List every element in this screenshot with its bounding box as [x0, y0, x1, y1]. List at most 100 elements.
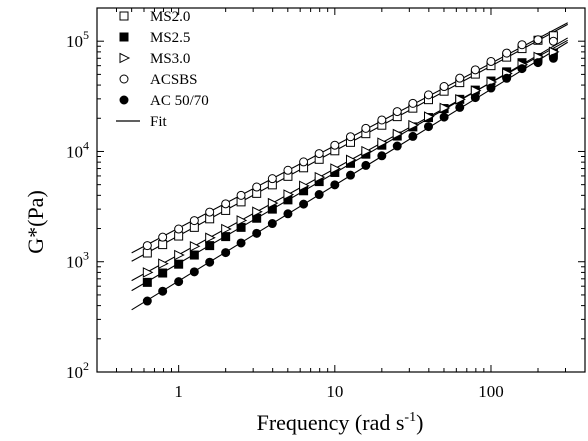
data-point: [361, 160, 371, 170]
data-point: [314, 149, 324, 159]
data-point: [221, 248, 231, 258]
data-point: [423, 111, 435, 122]
legend-label: MS2.0: [150, 9, 190, 25]
data-point: [439, 82, 449, 92]
data-point: [377, 115, 387, 125]
data-point: [158, 232, 168, 242]
legend-label: MS2.5: [150, 30, 190, 46]
legend-label: MS3.0: [150, 51, 190, 67]
data-point: [158, 286, 168, 296]
data-point: [252, 206, 263, 218]
data-point: [267, 174, 277, 184]
data-point: [330, 163, 341, 174]
data-point: [392, 107, 402, 117]
data-point: [174, 277, 184, 287]
data-point: [533, 35, 543, 45]
data-point: [236, 190, 246, 200]
data-point: [267, 219, 277, 229]
data-point: [299, 157, 309, 167]
data-point: [345, 154, 357, 166]
data-point: [345, 132, 355, 142]
data-point: [158, 268, 168, 278]
data-point: [221, 223, 232, 235]
data-point: [517, 64, 527, 74]
data-point: [205, 207, 215, 217]
data-point: [392, 128, 404, 140]
data-point: [252, 182, 262, 192]
data-point: [548, 53, 558, 63]
data-point: [392, 141, 402, 151]
y-tick-label: 104: [66, 138, 89, 161]
data-point: [361, 123, 371, 133]
x-axis-title-end: ): [416, 410, 423, 435]
data-point: [189, 216, 199, 226]
legend-marker: [119, 32, 129, 42]
data-point: [377, 137, 388, 149]
data-point: [470, 65, 480, 75]
legend-label: Fit: [150, 114, 168, 130]
data-point: [174, 224, 184, 234]
legend: MS2.0 MS2.5 MS3.0 ACSBS AC 50/70 Fit: [116, 9, 209, 130]
x-axis-title-superscript: -1: [404, 410, 416, 425]
data-point: [221, 232, 231, 242]
legend-marker: [119, 52, 131, 64]
data-point: [345, 170, 355, 180]
y-axis-title: G*(Pa): [23, 190, 48, 254]
legend-marker: [119, 74, 129, 84]
y-tick-label: 103: [66, 249, 89, 272]
data-point: [486, 83, 496, 93]
data-point: [299, 199, 309, 209]
data-point: [299, 180, 310, 192]
legend-label: ACSBS: [150, 72, 198, 88]
data-point: [252, 228, 262, 238]
data-point: [330, 180, 340, 190]
legend-marker: [119, 95, 129, 105]
x-axis-title: Frequency (rad s-1): [257, 410, 424, 435]
data-point: [502, 48, 512, 58]
data-point: [158, 240, 168, 250]
data-point: [455, 94, 466, 105]
data-point: [361, 145, 372, 157]
data-point: [205, 232, 216, 244]
data-point: [189, 240, 201, 252]
data-point: [142, 267, 154, 278]
data-point: [189, 250, 199, 260]
plot-area: [96, 7, 586, 373]
axis-ticks: 1 10 100 102 103 104 105: [66, 7, 586, 401]
data-point: [470, 85, 482, 96]
data-point: [330, 140, 340, 150]
data-point: [517, 40, 527, 50]
x-axis-title-main: Frequency (rad s: [257, 410, 405, 435]
data-point: [158, 258, 169, 269]
data-point: [236, 215, 248, 226]
plot-frame: [96, 7, 586, 373]
data-point: [205, 241, 215, 251]
data-point: [283, 209, 293, 219]
data-point: [221, 199, 231, 209]
data-point: [439, 112, 449, 122]
data-point: [455, 102, 465, 112]
data-point: [439, 102, 451, 114]
data-point: [408, 119, 419, 131]
data-point: [455, 73, 465, 83]
data-point: [283, 165, 293, 175]
data-point: [533, 58, 543, 68]
data-point: [236, 238, 246, 248]
data-point: [174, 249, 185, 261]
data-points: [142, 31, 560, 306]
data-point: [142, 241, 152, 251]
data-point: [423, 122, 433, 132]
data-point: [205, 257, 215, 267]
data-point: [408, 131, 418, 141]
data-point: [189, 267, 199, 277]
data-point: [142, 248, 152, 258]
data-point: [314, 190, 324, 200]
data-point: [267, 197, 279, 209]
data-point: [174, 259, 184, 269]
data-point: [423, 90, 433, 100]
x-tick-label: 100: [478, 382, 504, 401]
y-tick-label: 102: [66, 359, 89, 382]
data-point: [314, 171, 326, 183]
legend-label: AC 50/70: [150, 93, 209, 109]
